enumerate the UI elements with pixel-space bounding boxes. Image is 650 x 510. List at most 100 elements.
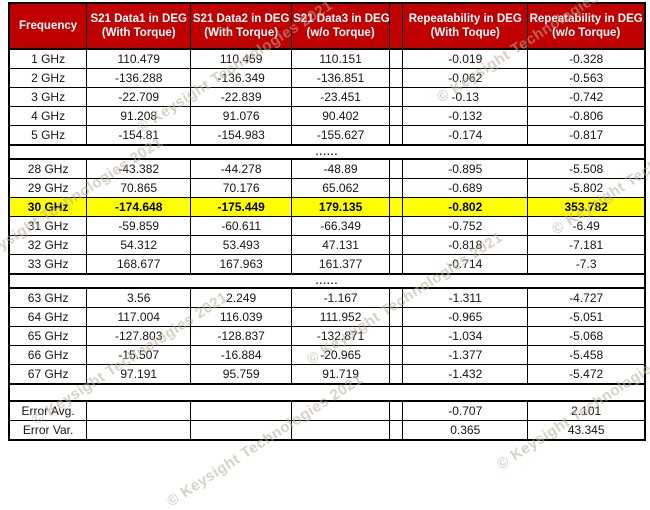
cell-frequency: 3 GHz [8,87,88,107]
cell-s21-data1: -59.859 [86,216,192,236]
cell-repeatability-with-torque: 0.365 [402,420,529,441]
cell-s21-data3: 47.131 [291,235,391,255]
cell-s21-data1: 70.865 [86,178,192,198]
spacer-cell [389,254,404,275]
error-row: Error Avg. -0.707 2.101 [8,400,646,421]
cell-frequency: 30 GHz [8,197,88,217]
cell-s21-data2: -175.449 [190,197,293,217]
col-header-repeatability-with-torque: Repeatability in DEG (With Toque) [402,2,529,50]
ellipsis-cell: ...... [8,273,646,289]
cell-s21-data1: -154.81 [86,125,192,146]
spacer-cell [389,326,404,346]
col-header-frequency-title: Frequency [19,20,78,32]
cell-s21-data2: 2.249 [190,287,293,308]
cell-repeatability-with-torque: -0.818 [402,235,529,255]
cell-repeatability-wo-torque: -0.742 [527,87,646,107]
error-row: Error Var. 0.365 43.345 [8,420,646,441]
spacer-cell [389,197,404,217]
cell-s21-data1: 91.208 [86,106,192,126]
cell-repeatability-with-torque: -0.707 [402,400,529,421]
cell-frequency: Error Avg. [8,400,88,421]
cell-s21-data2 [190,400,293,421]
cell-frequency: 31 GHz [8,216,88,236]
cell-s21-data1: 117.004 [86,307,192,327]
spacer-cell [389,235,404,255]
cell-s21-data3 [291,400,391,421]
cell-s21-data1: -15.507 [86,345,192,365]
cell-s21-data3: 90.402 [291,106,391,126]
table-row: 31 GHz -59.859 -60.611 -66.349 -0.752 -6.49 [8,216,646,236]
cell-repeatability-with-torque: -0.062 [402,68,529,88]
cell-frequency: 4 GHz [8,106,88,126]
cell-frequency: 28 GHz [8,158,88,179]
cell-s21-data2: 91.076 [190,106,293,126]
spacer-cell [389,158,404,179]
cell-s21-data1 [86,420,192,441]
table-row: 2 GHz -136.288 -136.349 -136.851 -0.062 -0.56… [8,68,646,88]
cell-frequency: 66 GHz [8,345,88,365]
cell-repeatability-wo-torque: -0.563 [527,68,646,88]
cell-s21-data1: 110.479 [86,48,192,69]
cell-s21-data3: -66.349 [291,216,391,236]
table-row: 32 GHz 54.312 53.493 47.131 -0.818 -7.181 [8,235,646,255]
cell-s21-data3: -1.167 [291,287,391,308]
cell-s21-data2: -60.611 [190,216,293,236]
spacer-cell [389,420,404,441]
cell-frequency: 32 GHz [8,235,88,255]
spacer-cell [389,400,404,421]
cell-repeatability-wo-torque: -7.181 [527,235,646,255]
cell-s21-data2: -154.983 [190,125,293,146]
cell-frequency: 2 GHz [8,68,88,88]
table-row: 67 GHz 97.191 95.759 91.719 -1.432 -5.472 [8,364,646,385]
cell-repeatability-wo-torque: -5.802 [527,178,646,198]
table-row: 3 GHz -22.709 -22.839 -23.451 -0.13 -0.742 [8,87,646,107]
col-header-s21-data1-title: S21 Data1 in DEG [90,13,187,25]
cell-repeatability-wo-torque: -0.817 [527,125,646,146]
cell-repeatability-wo-torque: -5.051 [527,307,646,327]
spacer-cell [389,68,404,88]
cell-s21-data2: -136.349 [190,68,293,88]
cell-repeatability-with-torque: -1.377 [402,345,529,365]
cell-s21-data3 [291,420,391,441]
cell-repeatability-wo-torque: -5.472 [527,364,646,385]
cell-frequency: 63 GHz [8,287,88,308]
col-header-repeatability-wo-torque-title: Repeatability in DEG [529,13,643,25]
spacer-cell [389,48,404,69]
col-header-s21-data1-subtitle: (With Torque) [101,27,176,39]
col-header-s21-data3: S21 Data3 in DEG (w/o Torque) [291,2,391,50]
table-row: 29 GHz 70.865 70.176 65.062 -0.689 -5.802 [8,178,646,198]
spacer-cell [389,345,404,365]
cell-repeatability-with-torque: -0.132 [402,106,529,126]
cell-s21-data1: 54.312 [86,235,192,255]
spacer-cell [389,106,404,126]
col-header-s21-data3-title: S21 Data3 in DEG [293,13,390,25]
cell-repeatability-with-torque: -0.13 [402,87,529,107]
col-header-s21-data2-title: S21 Data2 in DEG [192,13,290,25]
ellipsis-row: ...... [8,144,646,160]
spacer-cell [389,125,404,146]
cell-s21-data1: 97.191 [86,364,192,385]
table-row: 30 GHz -174.648 -175.449 179.135 -0.802 353.7… [8,197,646,217]
cell-s21-data3: -132.871 [291,326,391,346]
cell-s21-data1: -22.709 [86,87,192,107]
table-body: 1 GHz 110.479 110.459 110.151 -0.019 -0.328 2 … [8,48,646,441]
cell-repeatability-with-torque: -0.689 [402,178,529,198]
cell-frequency: 64 GHz [8,307,88,327]
col-header-repeatability-with-torque-subtitle: (With Toque) [430,27,500,39]
table-row: 66 GHz -15.507 -16.884 -20.965 -1.377 -5.458 [8,345,646,365]
col-header-frequency: Frequency [8,2,88,50]
col-header-repeatability-wo-torque: Repeatability in DEG (w/o Torque) [527,2,646,50]
cell-repeatability-with-torque: -1.311 [402,287,529,308]
cell-frequency: 65 GHz [8,326,88,346]
table-row: 65 GHz -127.803 -128.837 -132.871 -1.034 -5.0… [8,326,646,346]
cell-s21-data2: 167.963 [190,254,293,275]
cell-s21-data3: 179.135 [291,197,391,217]
cell-repeatability-wo-torque: 353.782 [527,197,646,217]
spacer-column-header [389,2,404,50]
cell-s21-data2: -16.884 [190,345,293,365]
table-row: 63 GHz 3.56 2.249 -1.167 -1.311 -4.727 [8,287,646,308]
s21-repeatability-table: Frequency S21 Data1 in DEG (With Torque)… [8,2,646,441]
cell-s21-data3: -136.851 [291,68,391,88]
spacer-cell [389,216,404,236]
